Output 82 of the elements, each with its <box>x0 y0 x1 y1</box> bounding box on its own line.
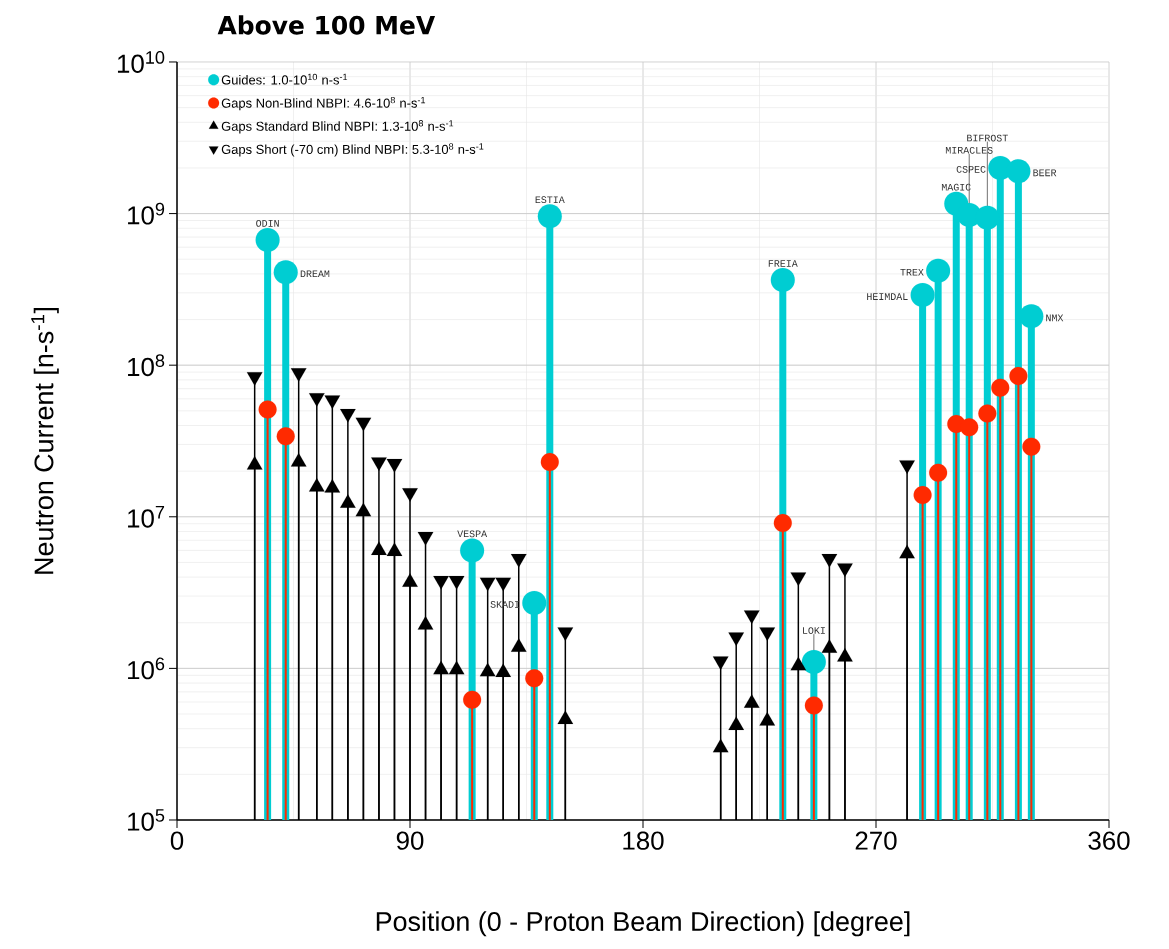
point <box>790 656 807 671</box>
legend-label: Guides: 1.0-10$^{10}$ n-s$^{-1}$ <box>221 73 348 85</box>
point <box>308 478 325 492</box>
y-tick-label: 10$^{7}$ <box>128 505 165 528</box>
point <box>899 544 915 559</box>
point <box>540 452 559 471</box>
annotation: DREAM <box>300 270 330 278</box>
x-tick-label: 360 <box>1088 831 1130 850</box>
point <box>290 452 307 467</box>
annotation: ESTIA <box>535 196 565 204</box>
point <box>1019 304 1044 329</box>
x-tick-label: 270 <box>855 831 897 850</box>
x-tick-label: 0 <box>170 831 184 850</box>
annotation: MAGIC <box>941 183 971 191</box>
x-tick-label: 90 <box>396 831 424 850</box>
x-tick-label: 180 <box>623 831 664 850</box>
point <box>773 513 792 533</box>
point <box>273 260 298 285</box>
point <box>417 616 434 630</box>
annotation: CSPEC <box>956 165 986 173</box>
point <box>978 404 997 423</box>
point <box>255 227 280 252</box>
point <box>402 573 418 587</box>
point <box>975 205 1000 230</box>
point <box>276 427 295 446</box>
annotation: TREX <box>900 268 924 276</box>
point <box>355 502 372 517</box>
point <box>537 204 562 229</box>
point <box>926 258 951 283</box>
point <box>522 590 547 616</box>
point <box>246 455 263 470</box>
annotation: HEIMDAL <box>867 293 908 300</box>
point <box>340 494 356 508</box>
annotation: VESPA <box>457 530 488 538</box>
point <box>448 660 465 675</box>
y-axis-title: Neutron Current [n-s$^{-1}$] <box>31 307 59 574</box>
point <box>463 690 482 709</box>
point <box>324 478 341 493</box>
annotation: FREIA <box>768 260 798 267</box>
point <box>1009 366 1028 385</box>
point <box>495 663 512 678</box>
point <box>525 669 544 688</box>
y-tick-label: 10$^{8}$ <box>128 354 165 377</box>
annotation: BIFROST <box>967 134 1008 142</box>
point <box>759 711 776 726</box>
point <box>804 696 823 715</box>
y-tick-label: 10$^{6}$ <box>128 657 165 680</box>
legend-label: Gaps Non-Blind NBPI: 4.6-10$^{8}$ n-s$^{-1}$ <box>221 96 426 111</box>
y-tick-label: 10$^{5}$ <box>128 809 165 831</box>
y-tick-label: 10$^{9}$ <box>128 202 165 225</box>
legend-label: Gaps Short (-70 cm) Blind NBPI: 5.3-10$^{8}$ n-s$^{-1}$ <box>221 143 484 157</box>
point <box>821 639 838 653</box>
point <box>957 202 982 227</box>
point <box>770 267 795 292</box>
point <box>913 486 932 505</box>
x-axis-title: Position (0 - Proton Beam Direction) [degree] <box>376 911 910 937</box>
annotation: ODIN <box>256 219 279 227</box>
annotation: NMX <box>1046 314 1064 322</box>
point <box>988 155 1013 180</box>
point <box>728 716 745 731</box>
point <box>712 738 729 753</box>
point <box>991 378 1010 397</box>
point <box>837 647 853 662</box>
chart-title: Above 100 MeV <box>217 15 436 35</box>
point <box>743 694 760 708</box>
annotation: LOKI <box>803 627 825 634</box>
annotation: BEER <box>1033 169 1057 177</box>
point <box>258 400 277 419</box>
legend-label: Gaps Standard Blind NBPI: 1.3-10$^{8}$ n-s$^{-1}$ <box>221 120 454 134</box>
point <box>371 541 387 555</box>
point <box>510 638 527 652</box>
point <box>386 542 403 557</box>
point <box>460 538 485 563</box>
point <box>433 660 449 675</box>
point <box>479 662 496 677</box>
point <box>960 418 979 437</box>
y-tick-label: 10$^{10}$ <box>117 51 165 73</box>
point <box>1022 437 1041 456</box>
point <box>1006 159 1031 184</box>
point <box>910 283 935 308</box>
point <box>929 463 948 482</box>
point <box>557 710 574 725</box>
